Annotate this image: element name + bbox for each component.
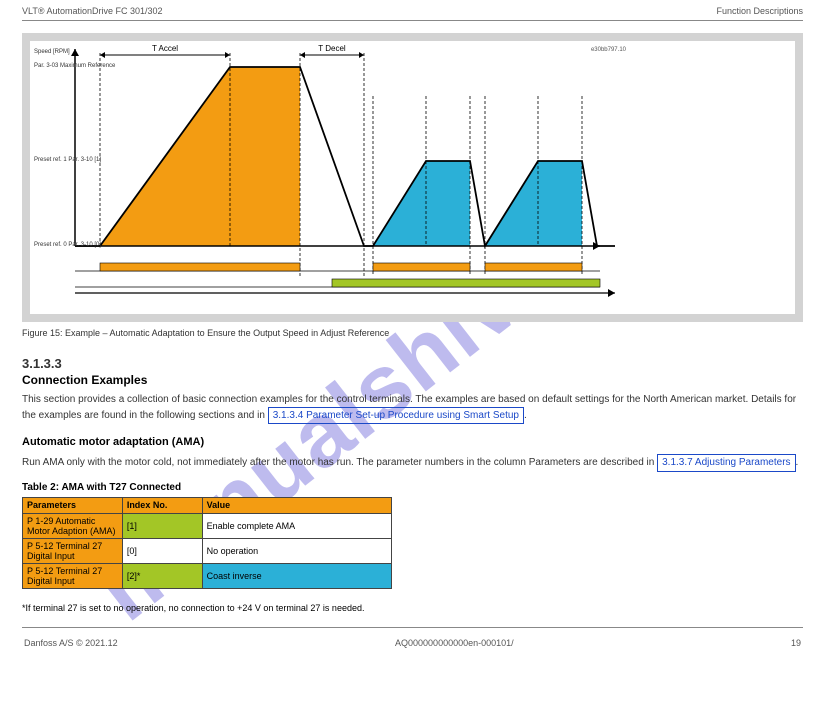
figure-caption: Figure 15: Example – Automatic Adaptatio… [22, 328, 803, 338]
footer-right: 19 [791, 638, 801, 648]
page-header: VLT® AutomationDrive FC 301/302 Function… [0, 0, 825, 20]
xref-link-1[interactable]: 3.1.3.4 Parameter Set-up Procedure using… [268, 407, 524, 425]
figure-frame: T Accel T Decel Speed [RPM] Par. 3-03 Maxim… [22, 33, 803, 322]
section-number: 3.1.3.3 [22, 356, 803, 371]
paragraph-2: Run AMA only with the motor cold, not im… [22, 454, 803, 472]
footer-center: AQ000000000000en-000101/ [395, 638, 514, 648]
subheading-ama: Automatic motor adaptation (AMA) [22, 436, 803, 448]
header-left: VLT® AutomationDrive FC 301/302 [22, 6, 163, 16]
svg-text:Preset ref. 0 Par. 3-10 [0]: Preset ref. 0 Par. 3-10 [0] [34, 242, 101, 248]
figure-canvas: T Accel T Decel Speed [RPM] Par. 3-03 Maxim… [30, 41, 795, 314]
page-footer: Danfoss A/S © 2021.12 AQ000000000000en-0… [22, 638, 803, 648]
svg-text:e30bb797.10: e30bb797.10 [591, 47, 627, 53]
footer-left: Danfoss A/S © 2021.12 [24, 638, 118, 648]
section-title: Connection Examples [22, 373, 803, 387]
table-footnote: *If terminal 27 is set to no operation, … [22, 603, 803, 613]
xref-link-2[interactable]: 3.1.3.7 Adjusting Parameters [657, 454, 795, 472]
ama-parameter-table: ParametersIndex No.ValueP 1-29 Automatic… [22, 497, 392, 589]
svg-text:T Accel: T Accel [152, 44, 178, 53]
header-right: Function Descriptions [716, 6, 803, 16]
svg-text:T Decel: T Decel [318, 44, 346, 53]
speed-profile-chart: T Accel T Decel Speed [RPM] Par. 3-03 Maxim… [30, 41, 630, 311]
svg-text:Preset ref. 1 Par. 3-10 [1]: Preset ref. 1 Par. 3-10 [1] [34, 157, 101, 163]
svg-text:Par. 3-03 Maximum Reference: Par. 3-03 Maximum Reference [34, 63, 116, 69]
svg-text:Speed [RPM]: Speed [RPM] [34, 49, 70, 55]
paragraph-1: This section provides a collection of ba… [22, 393, 803, 424]
table-title: Table 2: AMA with T27 Connected [22, 482, 803, 493]
